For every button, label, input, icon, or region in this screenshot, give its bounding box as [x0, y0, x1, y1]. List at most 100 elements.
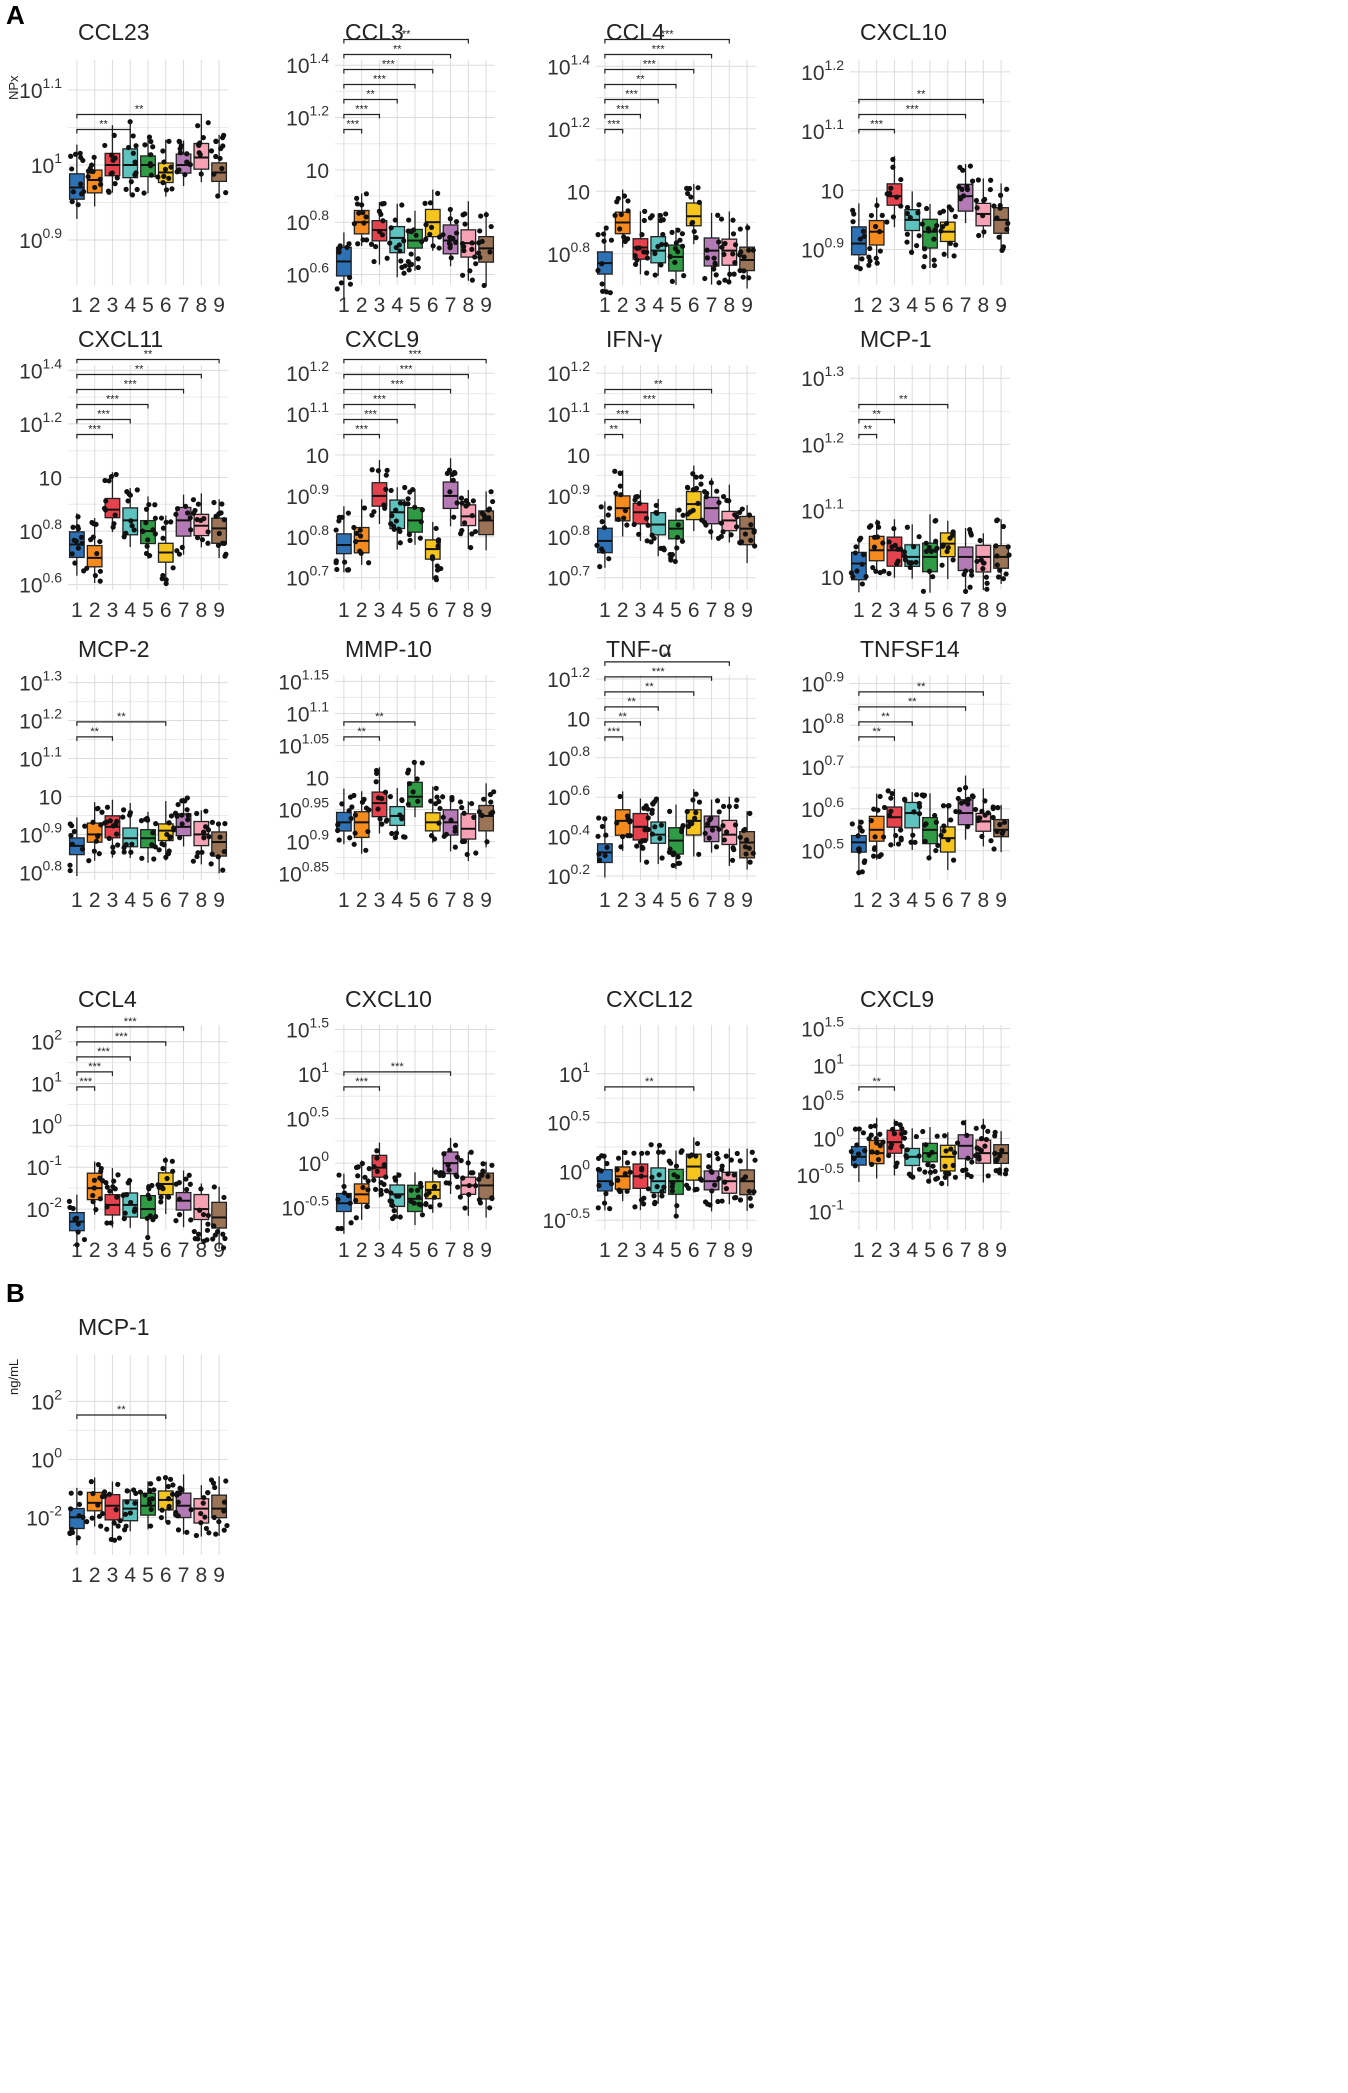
- data-point: [414, 776, 420, 782]
- data-point: [447, 1147, 453, 1153]
- significance-bracket: [858, 128, 896, 134]
- data-point: [860, 552, 867, 558]
- x-tick-label: 6: [160, 1239, 172, 1262]
- y-tick-label: 100.8: [547, 239, 590, 267]
- data-point: [381, 200, 387, 207]
- data-point: [657, 835, 663, 841]
- data-point: [995, 805, 1001, 811]
- x-tick-label: 6: [427, 599, 439, 622]
- data-point: [160, 180, 166, 186]
- data-point: [916, 1153, 922, 1159]
- data-point: [383, 818, 389, 824]
- data-point: [597, 564, 603, 570]
- significance-bracket: [858, 418, 896, 424]
- significance-label: **: [872, 409, 881, 421]
- data-point: [412, 504, 418, 510]
- data-point: [648, 1142, 654, 1148]
- data-point: [202, 1514, 208, 1520]
- significance-label: ***: [124, 379, 138, 391]
- data-point: [599, 261, 605, 267]
- data-point: [676, 507, 682, 513]
- x-tick-label: 4: [391, 889, 403, 912]
- data-point: [408, 261, 415, 267]
- data-point: [859, 581, 865, 587]
- data-point: [392, 1177, 399, 1183]
- data-point: [975, 177, 981, 183]
- data-point: [381, 1181, 387, 1187]
- data-point: [618, 211, 624, 218]
- data-point: [1000, 576, 1007, 582]
- data-point: [447, 206, 453, 213]
- data-point: [879, 212, 885, 218]
- x-tick-label: 6: [942, 599, 954, 622]
- x-tick-label: 9: [995, 599, 1007, 622]
- data-point: [446, 240, 453, 246]
- y-tick-label: 101.5: [286, 1014, 329, 1042]
- data-point: [423, 236, 429, 242]
- data-point: [607, 505, 613, 511]
- x-tick-label: 9: [741, 889, 753, 912]
- data-point: [631, 1150, 637, 1156]
- data-point: [99, 809, 105, 815]
- x-tick-label: 6: [942, 294, 954, 317]
- data-point: [960, 167, 966, 173]
- data-point: [888, 1142, 895, 1148]
- data-point: [387, 240, 393, 246]
- x-tick-label: 8: [195, 1564, 207, 1587]
- data-point: [371, 509, 377, 515]
- data-point: [353, 1164, 360, 1171]
- data-point: [433, 785, 439, 791]
- data-point: [121, 534, 127, 540]
- data-point: [151, 1487, 157, 1493]
- significance-bracket: [343, 98, 398, 104]
- x-tick-label: 4: [124, 889, 136, 912]
- x-tick-label: 2: [356, 1239, 368, 1262]
- data-point: [93, 1206, 99, 1213]
- data-point: [348, 1220, 354, 1226]
- data-point: [718, 216, 725, 222]
- data-point: [968, 568, 975, 574]
- data-point: [952, 213, 958, 220]
- data-point: [641, 249, 647, 255]
- significance-bracket: [604, 38, 730, 44]
- significance-label: **: [627, 696, 636, 708]
- data-point: [685, 511, 691, 517]
- x-tick-label: 4: [906, 294, 918, 317]
- data-point: [397, 248, 403, 254]
- data-point: [103, 498, 109, 504]
- data-point: [125, 1180, 131, 1186]
- data-point: [336, 514, 342, 521]
- data-point: [963, 588, 969, 594]
- data-point: [143, 506, 150, 512]
- x-tick-label: 9: [995, 889, 1007, 912]
- data-point: [688, 194, 694, 200]
- data-point: [919, 221, 925, 227]
- data-point: [614, 199, 620, 205]
- data-point: [90, 1490, 96, 1497]
- data-point: [652, 1199, 658, 1205]
- data-point: [339, 801, 345, 807]
- data-point: [984, 586, 990, 592]
- data-point: [645, 522, 651, 528]
- data-point: [366, 560, 372, 566]
- data-point: [488, 799, 494, 805]
- data-point: [407, 537, 413, 543]
- data-point: [923, 1142, 929, 1148]
- data-point: [175, 801, 181, 808]
- data-point: [730, 231, 737, 237]
- x-tick-label: 9: [741, 599, 753, 622]
- data-point: [907, 215, 913, 221]
- x-tick-label: 4: [124, 1239, 136, 1262]
- data-point: [614, 820, 620, 826]
- data-point: [659, 1193, 665, 1199]
- significance-label: **: [645, 681, 654, 693]
- data-point: [476, 809, 482, 815]
- data-point: [69, 551, 75, 557]
- data-point: [920, 1128, 926, 1135]
- data-point: [431, 1183, 438, 1190]
- significance-label: **: [366, 89, 375, 101]
- data-point: [461, 520, 468, 526]
- data-point: [922, 246, 928, 252]
- x-tick-label: 3: [107, 294, 119, 317]
- data-point: [862, 1148, 868, 1154]
